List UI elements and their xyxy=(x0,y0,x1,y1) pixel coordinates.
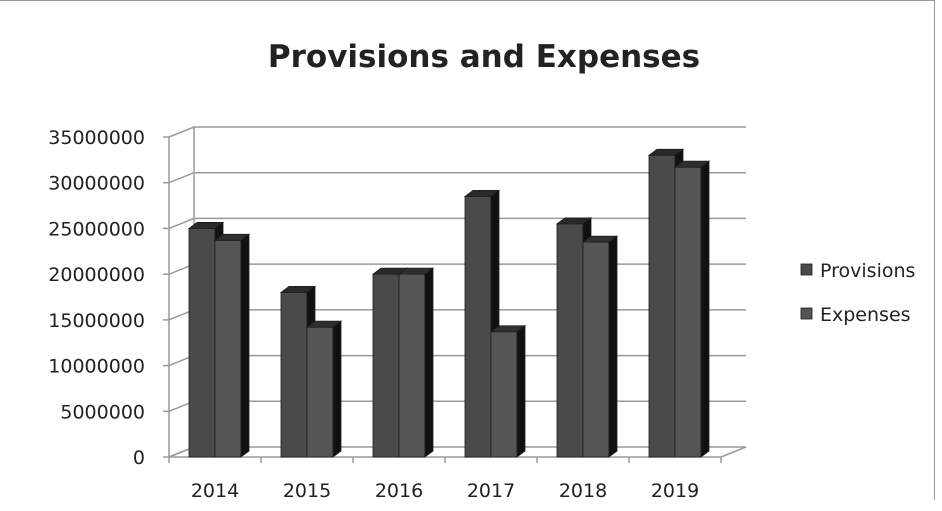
bar-front xyxy=(464,196,492,458)
chart-title: Provisions and Expenses xyxy=(268,39,700,75)
bar-front xyxy=(674,166,702,458)
floor-right-edge xyxy=(720,446,747,458)
bar-side xyxy=(240,233,250,458)
x-tick-label: 2019 xyxy=(651,480,699,502)
y-tick-label: 15000000 xyxy=(48,310,145,332)
bar-expenses-2015 xyxy=(305,320,343,458)
gridline-diagonal xyxy=(168,217,195,230)
bars xyxy=(187,148,711,458)
bar-side xyxy=(700,160,710,458)
x-tick-label: 2014 xyxy=(191,480,239,502)
legend-label: Expenses xyxy=(820,304,911,326)
x-tick-label: 2018 xyxy=(559,480,607,502)
bar-front xyxy=(372,273,400,458)
y-tick-label: 0 xyxy=(133,447,145,469)
bar-front xyxy=(188,228,216,458)
bar-side xyxy=(608,235,618,458)
gridline-diagonal xyxy=(168,172,195,184)
y-tick-label: 5000000 xyxy=(60,401,145,423)
legend: Provisions Expenses xyxy=(800,260,915,326)
y-tick-label: 20000000 xyxy=(48,264,145,286)
bar-front xyxy=(648,154,676,458)
bar-expenses-2017 xyxy=(489,324,527,458)
legend-swatch xyxy=(800,263,813,276)
bar-front xyxy=(214,239,242,458)
x-tick-label: 2017 xyxy=(467,480,515,502)
legend-label: Provisions xyxy=(820,260,915,282)
legend-item-expenses: Expenses xyxy=(800,304,911,326)
y-tick-label: 35000000 xyxy=(48,127,145,149)
bar-expenses-2016 xyxy=(397,267,435,458)
bar-side xyxy=(516,324,526,458)
x-tick-label: 2015 xyxy=(283,480,331,502)
y-tick-label: 25000000 xyxy=(48,218,145,240)
y-tick-label: 30000000 xyxy=(48,173,145,195)
bar-side xyxy=(424,267,434,458)
bar-front xyxy=(490,331,518,458)
bar-front xyxy=(398,273,426,458)
bar-expenses-2018 xyxy=(581,235,619,458)
bar-front xyxy=(556,223,584,458)
legend-item-provisions: Provisions xyxy=(800,260,915,282)
gridline-diagonal xyxy=(168,126,195,138)
tick-labels: 0 5000000 10000000 15000000 20000000 25000000… xyxy=(48,127,699,502)
bar-front xyxy=(280,292,308,458)
x-tick-label: 2016 xyxy=(375,480,423,502)
legend-swatch xyxy=(800,307,813,320)
bar-front xyxy=(582,241,610,458)
bar-expenses-2014 xyxy=(213,233,251,458)
y-tick-label: 10000000 xyxy=(48,356,145,378)
bar-expenses-2019 xyxy=(673,160,711,458)
bar-side xyxy=(332,320,342,458)
bar-front xyxy=(306,326,334,458)
